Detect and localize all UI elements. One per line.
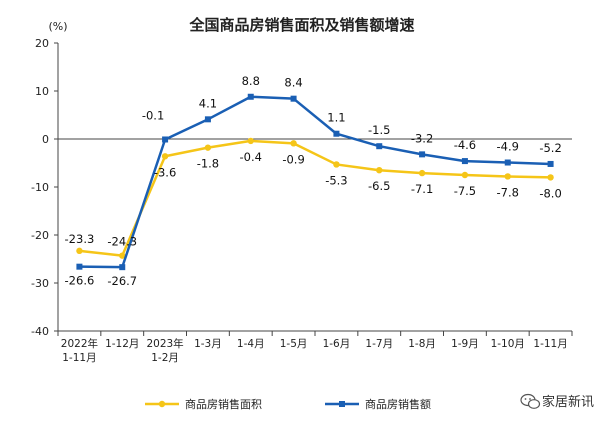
data-label: 8.4 <box>284 76 302 90</box>
x-tick-label: 1-5月 <box>280 338 308 350</box>
data-point <box>161 153 169 160</box>
data-point <box>290 140 297 147</box>
data-point <box>204 144 212 151</box>
data-label: -23.3 <box>65 232 95 246</box>
data-label: -8.0 <box>539 186 561 200</box>
data-label: -6.5 <box>368 179 390 193</box>
data-label: -1.5 <box>368 123 390 137</box>
data-label: -26.7 <box>107 274 137 288</box>
x-tick-label: 1-10月 <box>491 338 525 350</box>
data-point <box>247 93 254 100</box>
data-label: -4.9 <box>497 140 519 154</box>
y-tick-label: -20 <box>31 229 49 242</box>
data-point <box>419 151 426 158</box>
data-point <box>247 137 254 145</box>
data-point <box>76 263 83 270</box>
y-unit-label: (%) <box>48 20 67 33</box>
data-label: -4.6 <box>454 138 476 152</box>
y-tick-label: -40 <box>31 325 49 338</box>
x-tick-label: 1-12月 <box>105 338 139 350</box>
x-tick-label: 1-7月 <box>365 338 393 350</box>
wechat-icon <box>520 393 541 409</box>
data-point <box>333 130 340 137</box>
series-lines <box>76 93 554 271</box>
x-tick-label: 1-6月 <box>323 338 351 350</box>
data-point <box>204 116 211 123</box>
data-point <box>504 159 511 166</box>
x-tick-label: 1-8月 <box>408 338 436 350</box>
y-tick-label: -30 <box>31 277 49 290</box>
legend-label: 商品房销售额 <box>365 397 431 411</box>
legend: 商品房销售面积 商品房销售额 <box>145 397 431 411</box>
data-labels: -23.3 -24.3 -3.6 -1.8 -0.4 -0.9 -5.3 -6.5 -7.1 -7… <box>65 74 562 288</box>
x-tick-label: 1-9月 <box>451 338 479 350</box>
data-point <box>376 167 383 174</box>
data-point <box>461 171 469 179</box>
data-point <box>119 252 126 259</box>
data-label: -3.6 <box>154 165 176 179</box>
x-tick-label: 2022年 1-11月 <box>61 337 98 364</box>
data-label: -24.3 <box>107 235 137 249</box>
data-label: -7.8 <box>497 185 519 199</box>
data-label: -5.3 <box>325 173 347 187</box>
data-label: -5.2 <box>539 141 561 155</box>
data-label: -7.1 <box>411 182 433 196</box>
data-label: -0.1 <box>142 108 164 122</box>
data-label: -1.8 <box>197 157 219 171</box>
y-tick-label: -10 <box>31 181 49 194</box>
data-point <box>376 143 383 150</box>
data-label: -0.9 <box>282 152 304 166</box>
legend-marker <box>158 400 166 408</box>
series-line <box>79 139 551 257</box>
data-point <box>119 264 126 271</box>
data-label: -3.2 <box>411 131 433 145</box>
x-tick-label: 2023年 1-2月 <box>146 337 183 364</box>
data-label: -0.4 <box>240 150 262 164</box>
data-point <box>504 173 511 180</box>
x-tick-label: 1-4月 <box>237 338 265 350</box>
axes: 20 10 0 -10 -20 -30 -40 2022年 1-11月 1-12月 2023年 1-2… <box>31 37 573 364</box>
data-label: -7.5 <box>454 184 476 198</box>
chart-title: 全国商品房销售面积及销售额增速 <box>188 16 414 34</box>
data-point <box>290 95 297 102</box>
y-tick-label: 10 <box>35 85 49 98</box>
data-point <box>418 169 426 177</box>
y-tick-label: 0 <box>42 133 49 146</box>
data-label: 8.8 <box>242 74 260 88</box>
data-label: 1.1 <box>327 111 345 125</box>
data-point <box>333 161 340 168</box>
legend-marker <box>339 401 345 407</box>
data-point <box>76 247 83 255</box>
data-point <box>547 174 554 181</box>
watermark-text: 家居新讯 <box>542 394 594 410</box>
data-label: 4.1 <box>199 96 217 110</box>
x-tick-label: 1-3月 <box>194 338 222 350</box>
legend-label: 商品房销售面积 <box>185 397 262 411</box>
series-line <box>79 95 551 269</box>
data-point <box>162 136 169 143</box>
data-point <box>547 160 554 167</box>
x-tick-label: 1-11月 <box>533 338 567 350</box>
data-point <box>461 158 468 165</box>
watermark: 家居新讯 <box>520 393 594 410</box>
y-tick-label: 20 <box>35 37 49 50</box>
data-label: -26.6 <box>65 274 95 288</box>
